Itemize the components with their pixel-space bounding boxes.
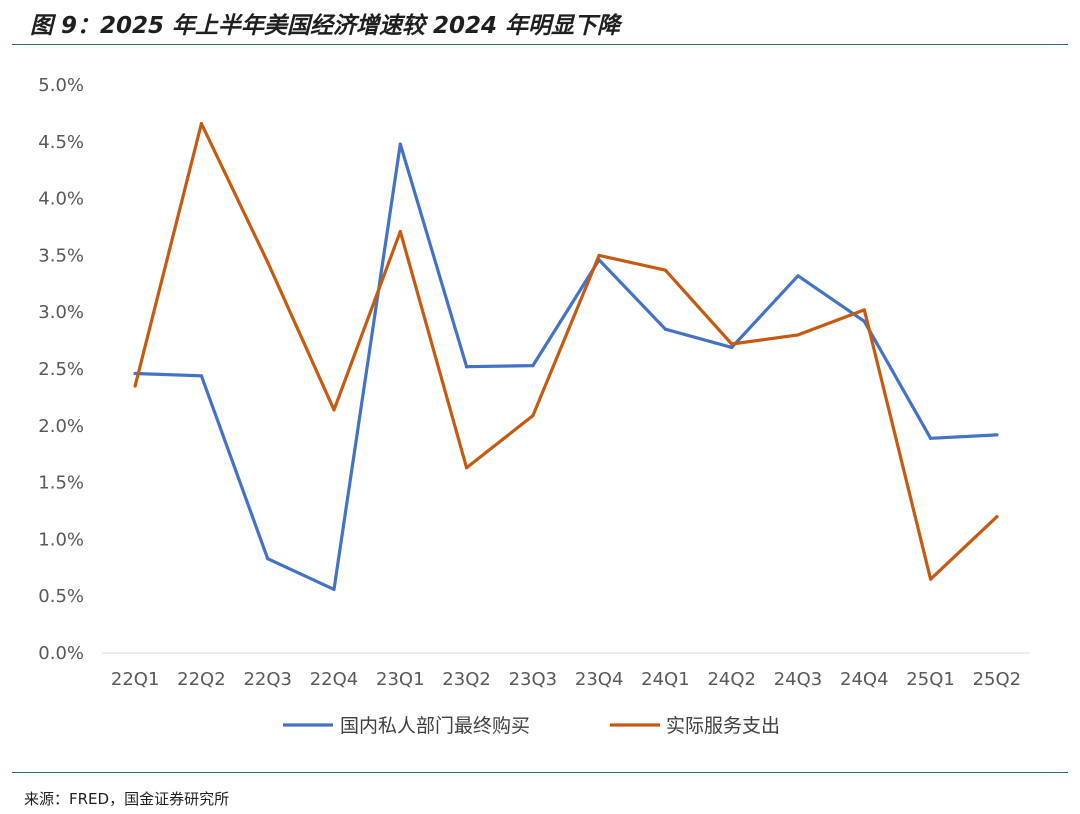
x-axis: 22Q1 22Q2 22Q3 22Q4 23Q1 23Q2 23Q3 23Q4 24Q1 24Q2…	[111, 669, 1021, 690]
data-point	[199, 122, 204, 126]
data-point	[597, 253, 601, 257]
data-point	[398, 229, 402, 234]
data-point	[266, 557, 270, 561]
x-tick-label: 24Q4	[840, 669, 889, 690]
series-line-2	[133, 121, 999, 581]
y-tick-label: 4.5%	[38, 132, 84, 153]
x-tick-label: 25Q2	[973, 669, 1022, 690]
data-point	[796, 333, 800, 337]
x-tick-label: 23Q1	[376, 669, 425, 690]
legend-label-2: 实际服务支出	[666, 715, 780, 737]
y-tick-label: 0.0%	[38, 643, 84, 664]
x-tick-label: 24Q1	[641, 669, 690, 690]
chart-legend: 国内私人部门最终购买 实际服务支出	[283, 715, 780, 737]
data-point	[266, 260, 270, 264]
data-point	[862, 308, 866, 312]
data-point	[464, 365, 469, 369]
y-tick-label: 1.0%	[38, 529, 84, 550]
x-tick-label: 22Q2	[177, 669, 226, 690]
y-tick-label: 1.5%	[38, 473, 84, 494]
x-tick-label: 23Q4	[575, 669, 624, 690]
x-tick-label: 22Q4	[310, 669, 359, 690]
x-tick-label: 23Q2	[442, 669, 491, 690]
data-point	[663, 327, 668, 331]
data-point	[730, 345, 734, 350]
legend-label-1: 国内私人部门最终购买	[340, 715, 530, 737]
x-tick-label: 25Q1	[906, 669, 955, 690]
data-point	[398, 142, 402, 146]
y-tick-label: 3.0%	[38, 302, 84, 323]
y-tick-label: 4.0%	[38, 189, 84, 210]
data-point	[995, 515, 999, 519]
line-chart: 0.0% 0.5% 1.0% 1.5% 2.0% 2.5% 3.0% 3.5% 4.0% 4.5%…	[38, 75, 1030, 737]
source-divider	[12, 772, 1068, 773]
x-tick-label: 23Q3	[509, 669, 558, 690]
source-note: 来源：FRED，国金证券研究所	[24, 790, 230, 808]
title-divider	[12, 44, 1068, 45]
x-tick-label: 24Q3	[774, 669, 823, 690]
data-point	[332, 587, 336, 591]
data-point	[199, 374, 204, 378]
y-axis: 0.0% 0.5% 1.0% 1.5% 2.0% 2.5% 3.0% 3.5% 4.0% 4.5%…	[38, 75, 84, 664]
data-point	[995, 433, 999, 437]
data-point	[531, 363, 535, 368]
y-tick-label: 3.5%	[38, 245, 84, 266]
y-tick-label: 5.0%	[38, 75, 84, 96]
data-point	[928, 577, 933, 581]
data-point	[133, 371, 137, 376]
x-tick-label: 22Q3	[243, 669, 292, 690]
data-point	[133, 384, 137, 388]
y-tick-label: 2.5%	[38, 359, 84, 380]
x-tick-label: 22Q1	[111, 669, 160, 690]
figure-title: 图 9：2025 年上半年美国经济增速较 2024 年明显下降	[30, 13, 621, 39]
data-point	[730, 342, 734, 346]
series-line-1	[133, 142, 999, 592]
data-point	[332, 408, 336, 412]
data-point	[531, 413, 535, 418]
y-tick-label: 2.0%	[38, 416, 84, 437]
data-point	[862, 319, 866, 323]
data-point	[928, 436, 933, 440]
data-point	[464, 466, 469, 470]
data-point	[663, 268, 668, 272]
x-tick-label: 24Q2	[707, 669, 756, 690]
y-tick-label: 0.5%	[38, 586, 84, 607]
series-lines	[133, 121, 999, 592]
data-point	[796, 274, 800, 278]
